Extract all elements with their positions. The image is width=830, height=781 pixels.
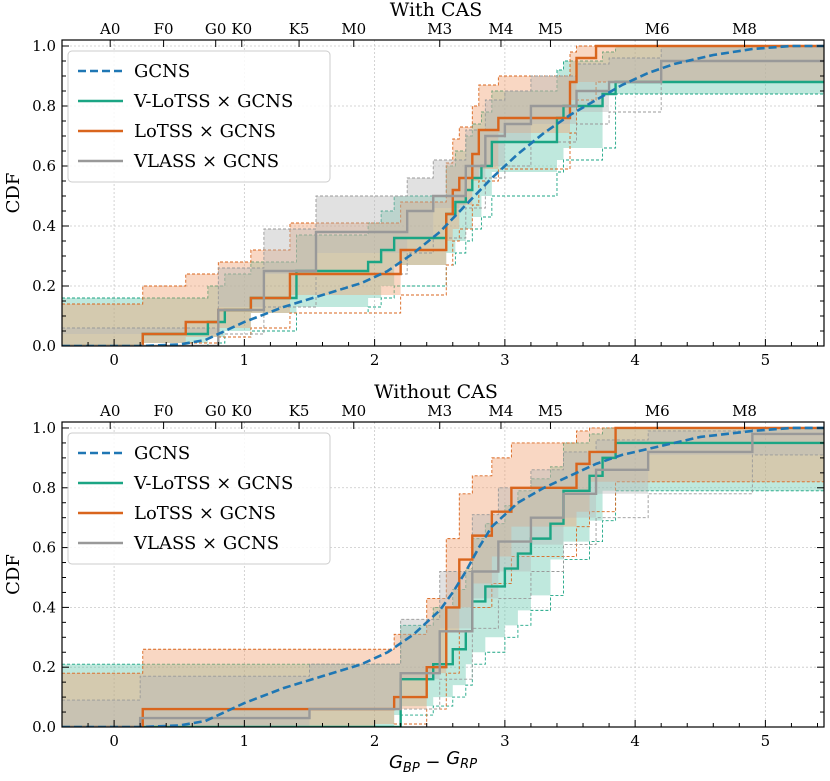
legend-entry-gcns: GCNS bbox=[134, 61, 190, 82]
plot-area bbox=[62, 44, 824, 346]
spectral-type-label: M8 bbox=[732, 402, 757, 420]
x-axis-label: GBP − GRP bbox=[389, 748, 477, 776]
spectral-type-label: M5 bbox=[538, 20, 563, 38]
x-tick-label: 0 bbox=[109, 351, 119, 369]
spectral-type-label: K0 bbox=[231, 402, 252, 420]
y-tick-label: 0.2 bbox=[32, 658, 56, 676]
spectral-type-label: K5 bbox=[289, 402, 310, 420]
band-upper-v-lotss-gcns bbox=[62, 45, 824, 299]
legend-box bbox=[67, 432, 331, 565]
x-tick-label: 4 bbox=[630, 351, 640, 369]
band-lotss-gcns bbox=[62, 427, 824, 727]
y-tick-label: 0.4 bbox=[32, 217, 56, 235]
x-tick-label: 0 bbox=[109, 732, 119, 750]
axis-ticks bbox=[62, 427, 824, 728]
spectral-type-label: M8 bbox=[732, 20, 757, 38]
legend-entry-lotss-gcns: LoTSS × GCNS bbox=[134, 121, 276, 142]
band-lower-v-lotss-gcns bbox=[62, 490, 824, 727]
axes-frame bbox=[61, 39, 825, 347]
panel-with-cas: 0 1 2 3 4 5 0.0 0.2 0.4 0.6 0.8 1.0 A0 F0 G0 K0 K5 M0 M3 M4… bbox=[3, 0, 825, 369]
panel-title: Without CAS bbox=[374, 381, 498, 403]
y-tick-label: 0.6 bbox=[32, 157, 56, 175]
band-lotss-gcns bbox=[62, 46, 824, 346]
legend-entry-v-lotss-gcns: V-LoTSS × GCNS bbox=[133, 473, 293, 494]
spectral-type-label: M6 bbox=[645, 20, 670, 38]
legend-box bbox=[67, 50, 331, 183]
band-upper-vlass-gcns bbox=[62, 45, 824, 329]
band-upper-vlass-gcns bbox=[62, 427, 824, 701]
y-tick-label: 0.4 bbox=[32, 598, 56, 616]
x-tick-label: 5 bbox=[761, 351, 771, 369]
x-tick-label: 2 bbox=[370, 732, 380, 750]
y-tick-label: 0.8 bbox=[32, 97, 56, 115]
y-tick-label: 0.6 bbox=[32, 539, 56, 557]
band-upper-lotss-gcns bbox=[62, 45, 824, 305]
spectral-type-label: F0 bbox=[154, 20, 174, 38]
x-tick-label: 3 bbox=[500, 351, 510, 369]
band-vlass-gcns bbox=[62, 427, 824, 727]
series-line-gcns bbox=[62, 426, 824, 727]
spectral-type-label: F0 bbox=[154, 402, 174, 420]
spectral-type-label: M4 bbox=[489, 20, 514, 38]
band-lower-lotss-gcns bbox=[62, 81, 824, 346]
y-tick-label: 0.0 bbox=[32, 337, 56, 355]
series-line-gcns bbox=[62, 44, 824, 346]
legend: GCNS V-LoTSS × GCNS LoTSS × GCNS VLASS × GC… bbox=[67, 432, 331, 565]
x-tick-label: 5 bbox=[761, 732, 771, 750]
spectral-type-label: M3 bbox=[427, 20, 452, 38]
spectral-type-label: G0 bbox=[205, 20, 227, 38]
spectral-type-label: M3 bbox=[427, 402, 452, 420]
legend-entry-gcns: GCNS bbox=[134, 443, 190, 464]
spectral-type-label: K5 bbox=[289, 20, 310, 38]
x-tick-label: 4 bbox=[630, 732, 640, 750]
y-tick-label: 1.0 bbox=[32, 37, 56, 55]
series-line-v-lotss-gcns bbox=[62, 441, 824, 727]
spectral-type-label: M0 bbox=[341, 402, 366, 420]
legend: GCNS V-LoTSS × GCNS LoTSS × GCNS VLASS × GC… bbox=[67, 50, 331, 183]
legend-entry-lotss-gcns: LoTSS × GCNS bbox=[134, 503, 276, 524]
y-tick-label: 0.8 bbox=[32, 479, 56, 497]
y-tick-label: 0.0 bbox=[32, 718, 56, 736]
x-tick-label: 3 bbox=[500, 732, 510, 750]
spectral-type-label: M0 bbox=[341, 20, 366, 38]
y-tick-label: 0.2 bbox=[32, 277, 56, 295]
panel-title: With CAS bbox=[390, 0, 482, 21]
legend-entry-v-lotss-gcns: V-LoTSS × GCNS bbox=[133, 91, 293, 112]
spectral-type-label: M6 bbox=[645, 402, 670, 420]
x-tick-label: 2 bbox=[370, 351, 380, 369]
band-lower-vlass-gcns bbox=[62, 81, 824, 346]
legend-entry-vlass-gcns: VLASS × GCNS bbox=[133, 151, 279, 172]
x-tick-label: 1 bbox=[240, 732, 250, 750]
axes-frame bbox=[61, 421, 825, 728]
axis-ticks bbox=[62, 45, 824, 347]
series-line-vlass-gcns bbox=[62, 432, 824, 727]
legend-entry-vlass-gcns: VLASS × GCNS bbox=[133, 533, 279, 554]
x-tick-label: 1 bbox=[240, 351, 250, 369]
y-axis-label: CDF bbox=[3, 173, 24, 214]
series-line-vlass-gcns bbox=[62, 59, 824, 346]
spectral-type-label: A0 bbox=[99, 20, 120, 38]
plot-area bbox=[62, 426, 824, 727]
spectral-type-label: M5 bbox=[538, 402, 563, 420]
spectral-type-label: A0 bbox=[99, 402, 120, 420]
y-tick-label: 1.0 bbox=[32, 419, 56, 437]
panel-without-cas: 0 1 2 3 4 5 0.0 0.2 0.4 0.6 0.8 1.0 A0 F0 G0 K0 K5 M0 M3 M4… bbox=[3, 381, 825, 776]
spectral-type-label: G0 bbox=[205, 402, 227, 420]
y-axis-label: CDF bbox=[3, 554, 24, 595]
spectral-type-label: K0 bbox=[231, 20, 252, 38]
spectral-type-label: M4 bbox=[489, 402, 514, 420]
